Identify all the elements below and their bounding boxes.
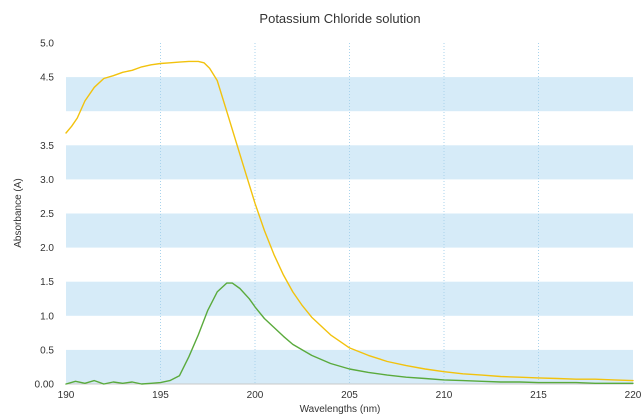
x-tick-label: 215 — [530, 390, 547, 401]
y-tick-label: 0.00 — [35, 380, 55, 391]
y-tick-label: 5.0 — [40, 39, 54, 50]
series-line-2 — [65, 282, 634, 385]
x-tick-label: 190 — [58, 390, 75, 401]
x-tick-label: 220 — [625, 390, 642, 401]
x-tick-labels: 190 195 200 205 210 215 220 — [58, 390, 642, 401]
chart-title: Potassium Chloride solution — [259, 11, 420, 26]
x-tick-label: 205 — [341, 390, 358, 401]
x-tick-label: 200 — [247, 390, 264, 401]
y-tick-label: 3.0 — [40, 175, 54, 186]
grid-band — [66, 145, 633, 180]
x-tick-label: 210 — [436, 390, 453, 401]
y-tick-label: 2.5 — [40, 209, 54, 220]
x-axis-label: Wavelengths (nm) — [300, 404, 381, 415]
x-tick-label: 195 — [152, 390, 169, 401]
y-tick-label: 0.5 — [40, 345, 54, 356]
y-axis-label: Absorbance (A) — [13, 178, 24, 247]
y-tick-label: 3.5 — [40, 141, 54, 152]
series-layer — [65, 60, 634, 385]
grid-band — [66, 213, 633, 248]
y-tick-labels: 0.00 0.5 1.0 1.5 2.0 2.5 3.0 3.5 4.5 5.0 — [35, 39, 55, 391]
y-tick-label: 4.5 — [40, 73, 54, 84]
y-tick-label: 2.0 — [40, 243, 54, 254]
y-tick-label: 1.5 — [40, 277, 54, 288]
y-tick-label: 1.0 — [40, 311, 54, 322]
series-line-1 — [65, 60, 634, 382]
